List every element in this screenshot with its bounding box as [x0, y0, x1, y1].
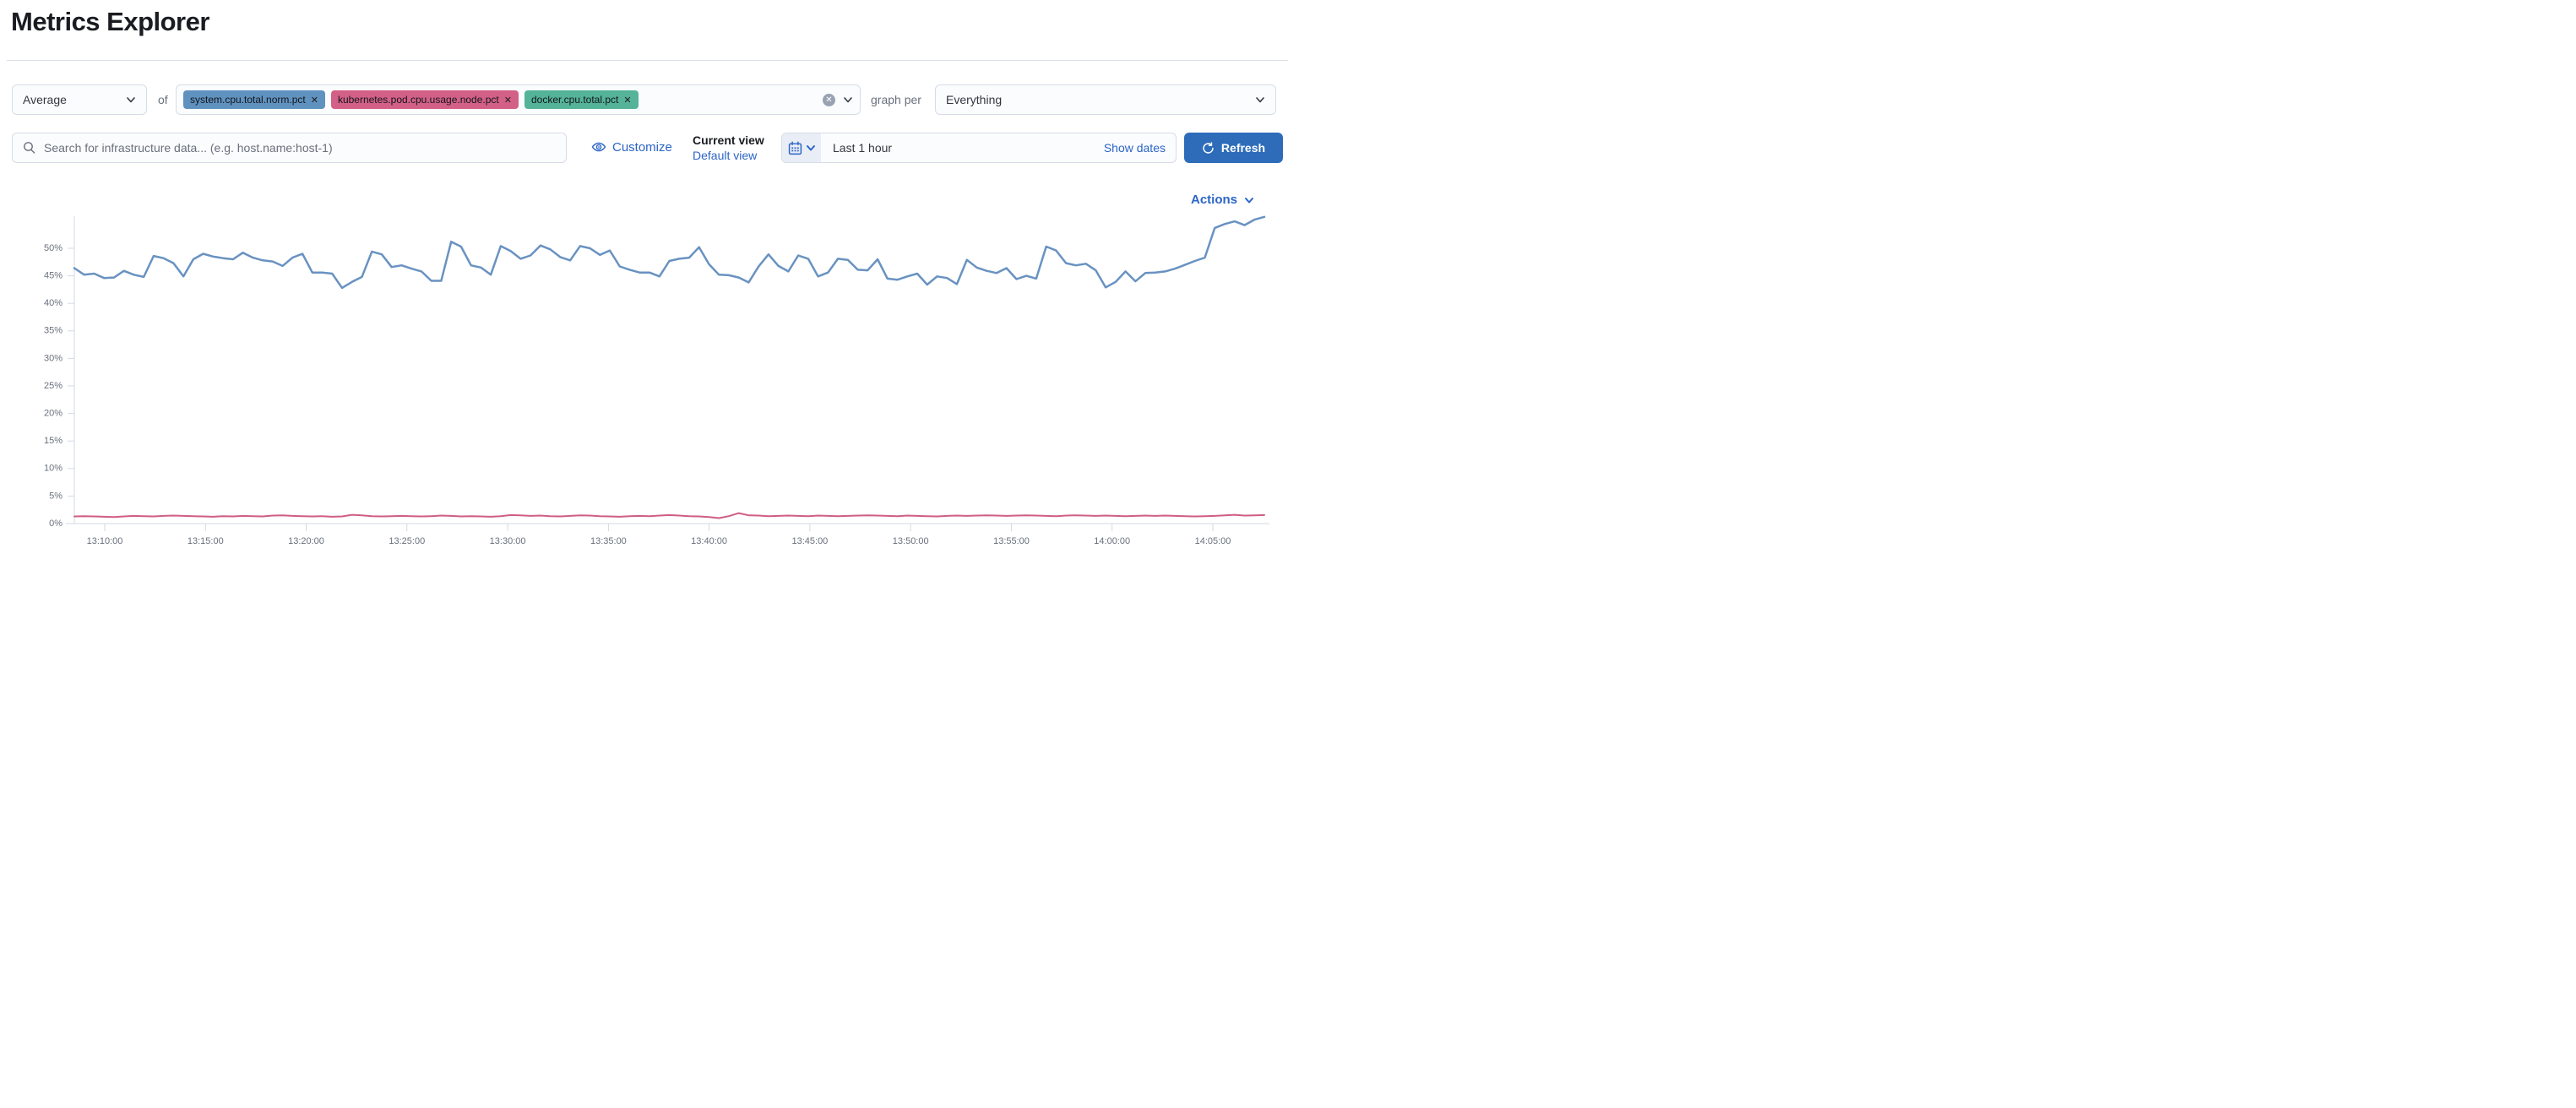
chevron-down-icon — [1256, 97, 1264, 103]
x-axis-tick-label: 13:40:00 — [691, 536, 727, 546]
y-axis-tick-label: 15% — [44, 436, 62, 446]
x-axis-tick-label: 13:25:00 — [389, 536, 425, 546]
metrics-line-chart-svg: 0% 5% 10% 15% 20% 25% 30% 35% 40% 45% 50% 13:10:00 1… — [44, 215, 1269, 546]
y-axis-tick-label: 5% — [49, 491, 62, 501]
actions-menu-button[interactable]: Actions — [1191, 193, 1254, 207]
page-title: Metrics Explorer — [11, 7, 209, 36]
refresh-label: Refresh — [1220, 141, 1266, 155]
customize-button[interactable]: Customize — [591, 139, 672, 155]
x-axis-tick-label: 14:05:00 — [1195, 536, 1231, 546]
y-axis-tick-label: 0% — [49, 519, 62, 529]
x-axis-tick-label: 13:30:00 — [490, 536, 526, 546]
x-axis-tick-label: 13:15:00 — [187, 536, 224, 546]
chevron-down-icon — [127, 97, 135, 103]
x-axis-tick-label: 13:35:00 — [590, 536, 627, 546]
metric-builder-row: Average of system.cpu.total.norm.pct ✕ k… — [0, 84, 1288, 115]
y-axis-tick-label: 40% — [44, 298, 62, 308]
remove-metric-icon[interactable]: ✕ — [310, 95, 318, 106]
quick-select-menu-button[interactable] — [782, 133, 821, 162]
customize-label: Customize — [612, 139, 672, 155]
chevron-down-icon — [806, 145, 815, 151]
chevron-down-icon — [1245, 197, 1253, 203]
remove-metric-icon[interactable]: ✕ — [623, 95, 632, 106]
default-view-link[interactable]: Default view — [693, 149, 758, 162]
eye-icon — [591, 142, 606, 152]
actions-label: Actions — [1190, 193, 1237, 207]
y-axis-tick-label: 25% — [44, 381, 62, 391]
y-axis-tick-label: 45% — [44, 271, 62, 281]
metrics-chart[interactable]: 0% 5% 10% 15% 20% 25% 30% 35% 40% 45% 50% 13:10:00 1… — [0, 211, 1288, 554]
series-line-kubernetes.pod.cpu.usage.node.pct — [73, 512, 1265, 519]
metric-pill[interactable]: kubernetes.pod.cpu.usage.node.pct ✕ — [330, 90, 519, 109]
time-range-picker: Last 1 hour Show dates — [781, 133, 1177, 163]
chevron-down-icon[interactable] — [843, 95, 853, 105]
refresh-button[interactable]: Refresh — [1184, 133, 1283, 163]
y-axis-tick-label: 20% — [44, 409, 62, 419]
view-switcher: Current view Default view — [693, 133, 764, 163]
search-placeholder: Search for infrastructure data... (e.g. … — [44, 141, 333, 155]
search-time-row: Search for infrastructure data... (e.g. … — [0, 133, 1288, 163]
y-axis-tick-label: 35% — [44, 326, 62, 336]
show-dates-button[interactable]: Show dates — [1103, 141, 1166, 155]
x-axis-tick-label: 13:50:00 — [893, 536, 929, 546]
current-view-label: Current view — [693, 133, 764, 147]
group-by-select[interactable]: Everything — [935, 84, 1276, 115]
y-axis-tick-label: 50% — [44, 243, 62, 253]
series-line-system.cpu.total.norm.pct — [73, 215, 1266, 290]
clear-all-metrics-button[interactable]: ✕ — [823, 93, 835, 106]
metric-pill-label: kubernetes.pod.cpu.usage.node.pct — [337, 94, 499, 106]
graph-per-label: graph per — [871, 93, 921, 106]
search-icon — [24, 142, 35, 154]
x-axis-tick-label: 13:55:00 — [993, 536, 1030, 546]
time-range-value[interactable]: Last 1 hour — [833, 141, 893, 155]
y-axis-tick-label: 10% — [44, 464, 62, 474]
refresh-icon — [1203, 141, 1214, 154]
x-axis-tick-label: 13:10:00 — [87, 536, 123, 546]
metric-pill[interactable]: docker.cpu.total.pct ✕ — [524, 90, 639, 109]
metrics-combobox[interactable]: system.cpu.total.norm.pct ✕ kubernetes.p… — [176, 84, 861, 115]
metric-pill[interactable]: system.cpu.total.norm.pct ✕ — [183, 90, 325, 109]
search-input[interactable]: Search for infrastructure data... (e.g. … — [12, 133, 567, 163]
metric-pill-label: docker.cpu.total.pct — [530, 94, 619, 106]
calendar-icon — [788, 141, 802, 155]
x-axis-tick-label: 13:20:00 — [288, 536, 324, 546]
x-axis-tick-label: 13:45:00 — [791, 536, 828, 546]
y-axis-tick-label: 30% — [44, 353, 62, 363]
aggregation-select[interactable]: Average — [12, 84, 147, 115]
group-by-value: Everything — [946, 93, 1003, 106]
aggregation-value: Average — [23, 93, 67, 106]
header-divider — [7, 60, 1288, 61]
remove-metric-icon[interactable]: ✕ — [503, 95, 512, 106]
of-label: of — [158, 93, 168, 106]
x-axis-tick-label: 14:00:00 — [1094, 536, 1130, 546]
metric-pill-label: system.cpu.total.norm.pct — [190, 94, 306, 106]
